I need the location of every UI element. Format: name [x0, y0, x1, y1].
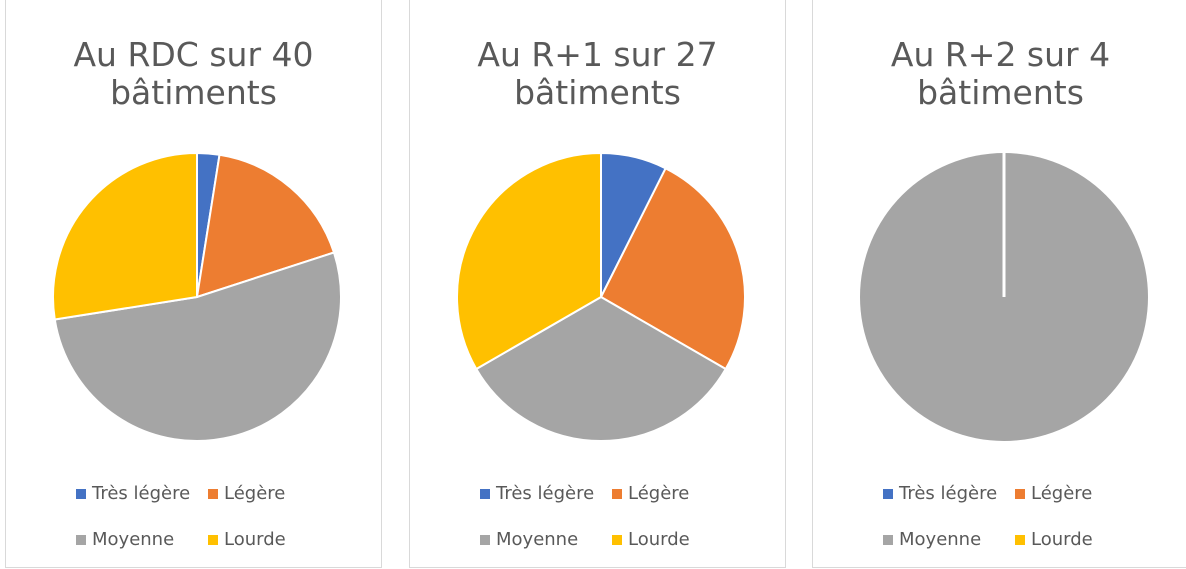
pie-slice — [474, 295, 728, 442]
pie-slice — [195, 153, 336, 299]
legend-item: Très légère — [76, 483, 190, 504]
legend-item: Moyenne — [76, 529, 174, 550]
legend-swatch — [480, 534, 490, 545]
legend-label: Légère — [1031, 483, 1093, 504]
chart-panel: Au RDC sur 40 bâtiments Très légère Légère… — [5, 0, 382, 568]
legend-item: Lourde — [612, 529, 690, 550]
pie-chart — [860, 153, 1148, 441]
legend-item: Lourde — [1015, 529, 1093, 550]
chart-panel: Au R+1 sur 27 bâtiments Très légère Légère… — [409, 0, 786, 568]
legend-label: Légère — [628, 483, 690, 504]
pie-slice — [53, 251, 342, 442]
pie-slice — [599, 166, 746, 371]
legend-swatch — [208, 488, 218, 499]
legend-item: Lourde — [208, 529, 286, 550]
legend-swatch — [208, 534, 218, 545]
legend-label: Moyenne — [92, 529, 175, 550]
legend-label: Très légère — [496, 483, 595, 504]
legend-label: Très légère — [899, 483, 998, 504]
legend-swatch — [883, 488, 893, 499]
legend-label: Lourde — [224, 529, 286, 550]
pie-slice — [456, 151, 602, 371]
legend-item: Moyenne — [480, 529, 578, 550]
legend-item: Légère — [612, 483, 689, 504]
legend-swatch — [1015, 534, 1025, 545]
chart-title: Au R+1 sur 27 bâtiments — [477, 35, 718, 112]
legend-swatch — [76, 488, 86, 499]
legend-item: Légère — [1015, 483, 1092, 504]
chart-title: Au RDC sur 40 bâtiments — [73, 35, 314, 112]
legend-label: Lourde — [1031, 529, 1093, 550]
legend-item: Très légère — [480, 483, 594, 504]
pie-chart — [456, 151, 746, 442]
chart-panel: Au R+2 sur 4 bâtiments Très légère Légère M… — [812, 0, 1186, 568]
chart-title: Au R+2 sur 4 bâtiments — [890, 35, 1111, 112]
legend-item: Très légère — [883, 483, 997, 504]
legend-swatch — [76, 534, 86, 545]
pie-slice — [52, 151, 198, 321]
pie-chart — [52, 151, 342, 442]
legend-label: Lourde — [628, 529, 690, 550]
legend-swatch — [480, 488, 490, 499]
legend-item: Moyenne — [883, 529, 981, 550]
legend-label: Moyenne — [899, 529, 982, 550]
legend-swatch — [883, 534, 893, 545]
legend-item: Légère — [208, 483, 285, 504]
legend-swatch — [1015, 488, 1025, 499]
legend-label: Moyenne — [496, 529, 579, 550]
legend-label: Très légère — [92, 483, 191, 504]
legend-swatch — [612, 534, 622, 545]
legend-label: Légère — [224, 483, 286, 504]
legend-swatch — [612, 488, 622, 499]
